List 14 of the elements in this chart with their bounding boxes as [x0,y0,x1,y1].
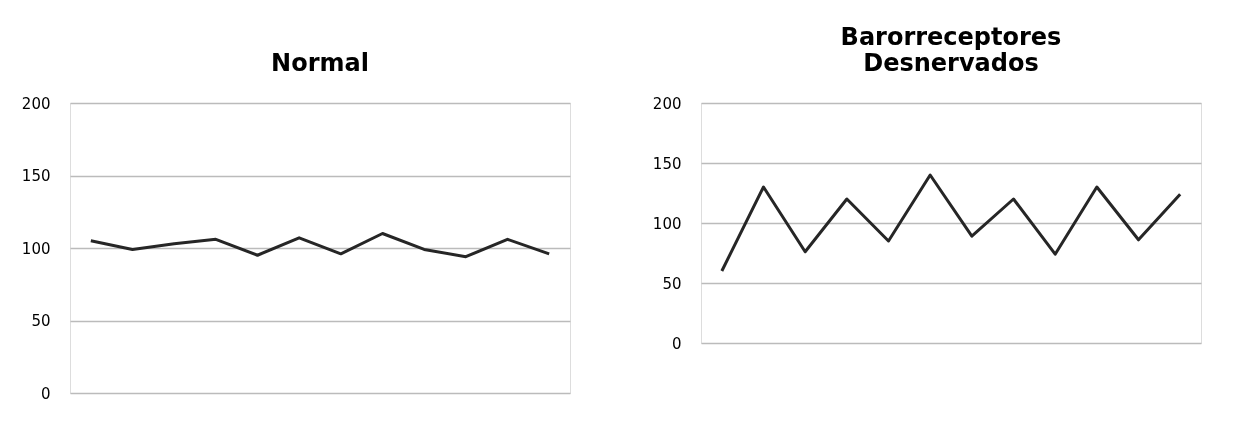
y-tick-label: 150 [21,167,51,185]
y-tick-label: 100 [21,239,51,258]
line-series [720,173,1182,273]
y-tick-label: 0 [40,384,51,403]
y-tick-label: 0 [671,334,682,353]
y-tick-label: 100 [652,214,682,233]
chart-title: Normal [271,49,369,77]
chart-title: Barorreceptores Desnervados [840,23,1062,77]
y-tick-label: 200 [652,94,682,113]
y-tick-label: 150 [652,154,682,173]
y-tick-label: 200 [21,94,51,113]
y-tick-label: 50 [31,312,51,330]
y-tick-label: 50 [662,274,682,293]
line-series [89,232,551,259]
